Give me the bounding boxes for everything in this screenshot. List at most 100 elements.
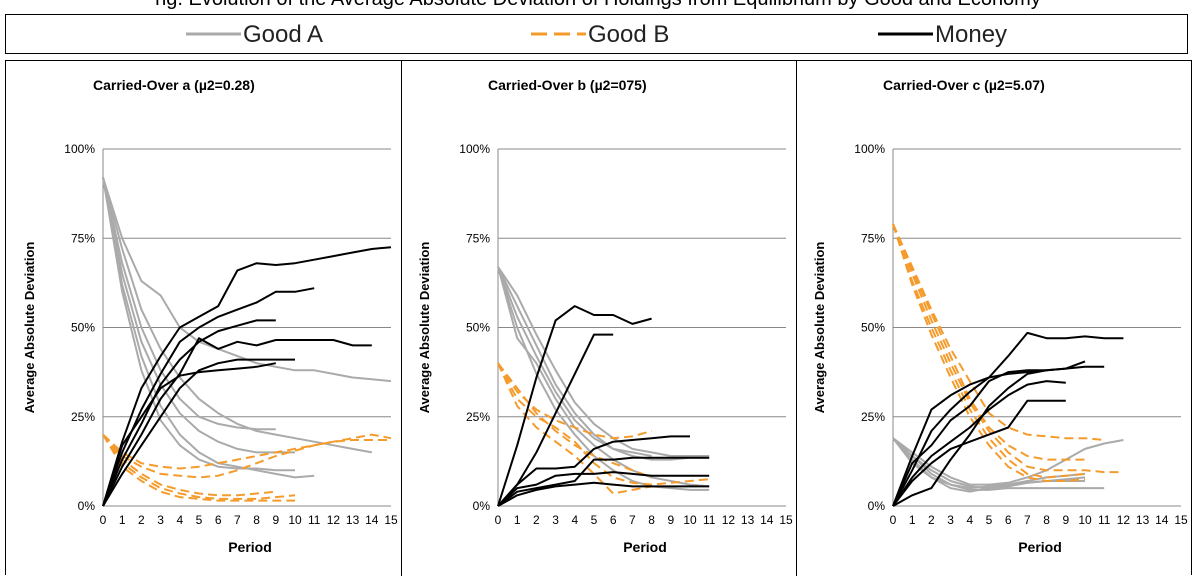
series-line-good-a xyxy=(892,437,1085,490)
x-tick-label: 0 xyxy=(495,513,502,527)
series-line-good-a xyxy=(102,177,295,472)
y-tick-label: 25% xyxy=(71,410,95,424)
series-line-money xyxy=(102,358,295,507)
x-tick-label: 14 xyxy=(365,513,379,527)
series-line-money xyxy=(892,360,1086,507)
caption-text: ng. Evolution of the Average Absolute De… xyxy=(155,0,1041,10)
x-tick-label: 4 xyxy=(176,513,183,527)
chart-c: Carried-Over c (µ2=5.07) 0% 25% 50% 75% 100% 0… xyxy=(812,77,1188,555)
x-tick-label: 8 xyxy=(1043,513,1050,527)
series-line-money xyxy=(497,435,690,507)
x-tick-label: 5 xyxy=(591,513,598,527)
x-tick-label: 15 xyxy=(779,513,793,527)
y-tick-label: 50% xyxy=(861,321,885,335)
series-line-money xyxy=(497,456,710,507)
x-tick-label: 9 xyxy=(1062,513,1069,527)
series-line-money xyxy=(102,246,392,507)
y-tick-label: 25% xyxy=(466,410,490,424)
x-tick-label: 4 xyxy=(966,513,973,527)
x-tick-label: 2 xyxy=(138,513,145,527)
x-tick-label: 12 xyxy=(722,513,736,527)
x-tick-label: 5 xyxy=(196,513,203,527)
series-line-good-b xyxy=(892,223,1105,441)
y-axis-label: Average Absolute Deviation xyxy=(812,242,827,414)
y-tick-label: 0% xyxy=(78,499,96,513)
x-tick-label: 9 xyxy=(272,513,279,527)
x-tick-label: 3 xyxy=(947,513,954,527)
y-tick-label: 100% xyxy=(64,142,95,156)
legend-label-good-a: Good A xyxy=(243,21,323,48)
series-line-money xyxy=(497,481,710,507)
series-line-good-b xyxy=(892,223,1086,479)
series-line-good-a xyxy=(102,177,276,431)
x-tick-label: 12 xyxy=(327,513,341,527)
series-line-money xyxy=(892,331,1124,507)
x-tick-label: 4 xyxy=(571,513,578,527)
x-tick-label: 15 xyxy=(1174,513,1188,527)
x-tick-label: 10 xyxy=(1078,513,1092,527)
series-line-good-a xyxy=(497,266,710,488)
x-tick-label: 7 xyxy=(234,513,241,527)
series-line-money xyxy=(102,319,276,507)
y-axis-label: Average Absolute Deviation xyxy=(22,242,37,414)
series-line-good-a xyxy=(102,177,295,454)
y-tick-label: 75% xyxy=(466,231,490,245)
series-line-money xyxy=(102,337,372,507)
x-tick-label: 10 xyxy=(288,513,302,527)
x-tick-label: 0 xyxy=(890,513,897,527)
x-tick-label: 3 xyxy=(157,513,164,527)
x-tick-label: 13 xyxy=(1136,513,1150,527)
chart-title: Carried-Over a (µ2=0.28) xyxy=(93,77,255,93)
chart-a: Carried-Over a (µ2=0.28) 0% 25% 50% 75% 100% 0… xyxy=(22,77,398,555)
series-line-good-a xyxy=(497,266,652,457)
series-line-money xyxy=(102,287,315,507)
y-tick-label: 0% xyxy=(868,499,886,513)
series-line-good-b xyxy=(102,433,276,497)
x-tick-label: 13 xyxy=(741,513,755,527)
y-axis-label: Average Absolute Deviation xyxy=(417,242,432,414)
series-line-money xyxy=(892,369,1047,507)
chart-title: Carried-Over b (µ2=075) xyxy=(488,77,647,93)
x-axis-label: Period xyxy=(623,539,667,555)
legend-svg: Good A Good B Money xyxy=(186,21,1007,48)
chart-title: Carried-Over c (µ2=5.07) xyxy=(883,77,1045,93)
charts-panel: Carried-Over a (µ2=0.28) 0% 25% 50% 75% 100% 0… xyxy=(5,60,1192,576)
series-line-good-a xyxy=(102,177,372,454)
legend-label-money: Money xyxy=(935,21,1007,48)
y-tick-label: 50% xyxy=(71,321,95,335)
series-line-good-b xyxy=(102,434,295,502)
series-line-money xyxy=(497,333,614,507)
x-tick-label: 2 xyxy=(928,513,935,527)
x-axis-label: Period xyxy=(1018,539,1062,555)
caption-fragment: ng. Evolution of the Average Absolute De… xyxy=(0,0,1197,14)
x-tick-label: 13 xyxy=(346,513,360,527)
y-tick-label: 50% xyxy=(466,321,490,335)
series-line-good-b xyxy=(102,434,296,500)
x-tick-label: 1 xyxy=(909,513,916,527)
legend: Good A Good B Money xyxy=(5,14,1188,54)
y-tick-label: 100% xyxy=(854,142,885,156)
x-tick-label: 11 xyxy=(1098,513,1111,527)
series-line-money xyxy=(497,471,710,507)
legend-label-good-b: Good B xyxy=(588,21,669,48)
x-tick-label: 11 xyxy=(308,513,321,527)
y-tick-label: 75% xyxy=(71,231,95,245)
x-tick-label: 8 xyxy=(648,513,655,527)
x-tick-label: 0 xyxy=(100,513,107,527)
series-line-good-b xyxy=(892,223,1086,482)
x-tick-label: 9 xyxy=(667,513,674,527)
series-line-good-b xyxy=(102,433,391,479)
series-line-good-b xyxy=(892,223,1124,474)
x-tick-label: 14 xyxy=(1155,513,1169,527)
x-tick-label: 6 xyxy=(1005,513,1012,527)
x-axis-label: Period xyxy=(228,539,272,555)
series-line-good-a xyxy=(497,266,710,457)
series-line-good-a xyxy=(892,437,1105,491)
series-line-good-a xyxy=(892,437,1124,486)
y-tick-label: 75% xyxy=(861,231,885,245)
x-tick-label: 7 xyxy=(1024,513,1031,527)
x-tick-label: 3 xyxy=(552,513,559,527)
x-tick-label: 6 xyxy=(215,513,222,527)
x-tick-label: 2 xyxy=(533,513,540,527)
x-tick-label: 6 xyxy=(610,513,617,527)
